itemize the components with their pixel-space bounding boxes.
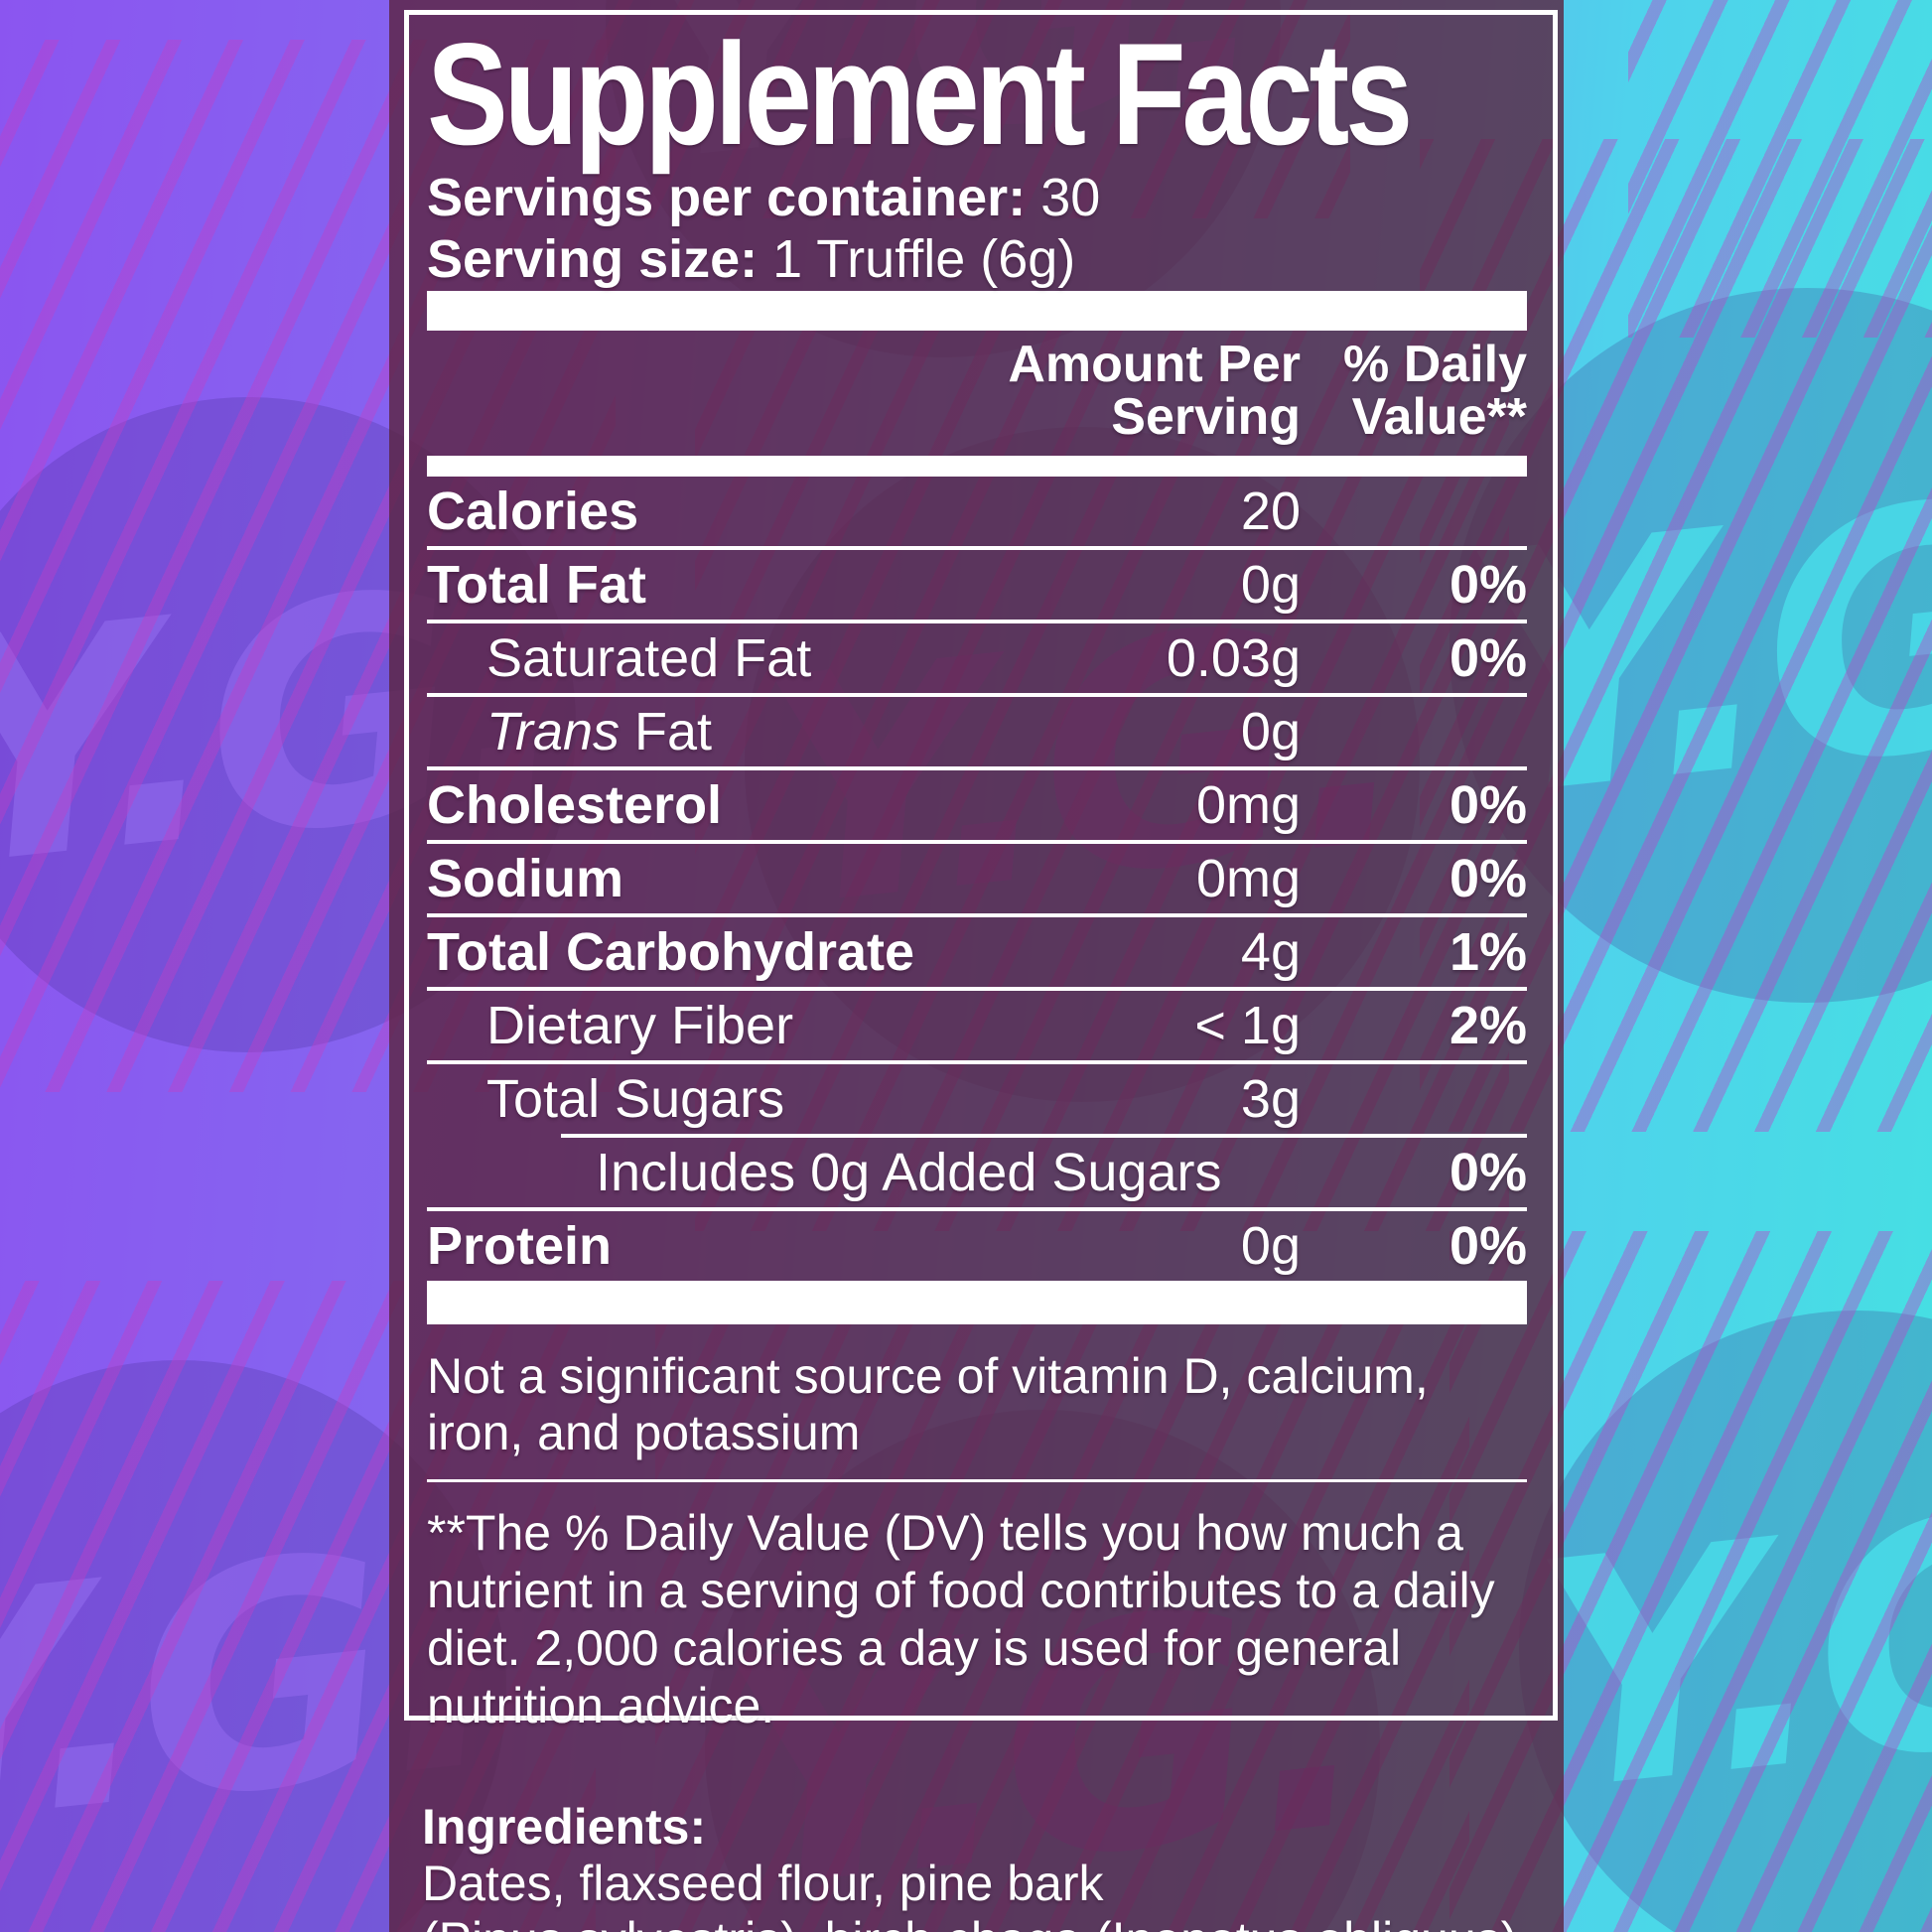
ingredients-section: Ingredients: Dates, flaxseed flour, pine… [422,1742,1532,1932]
stripes-decoration [1628,0,1932,338]
nutrient-amount: 0g [1240,1216,1301,1276]
servings-per-container: Servings per container: 30 [427,167,1527,228]
nutrient-row: Protein 0g 0% [427,1211,1527,1281]
supplement-panel: Supplement Facts Servings per container:… [389,0,1564,1932]
row-divider [427,693,1527,697]
nutrient-row: Saturated Fat 0.03g 0% [427,623,1527,693]
nutrient-row: Includes 0g Added Sugars 0% [427,1138,1527,1207]
nutrient-label: Includes 0g Added Sugars [596,1143,1222,1202]
nutrient-row: Total Carbohydrate 4g 1% [427,917,1527,987]
row-divider [427,766,1527,770]
ingredients-label: Ingredients: [422,1799,707,1855]
nutrient-row: Trans Fat 0g [427,697,1527,766]
row-divider [427,1207,1527,1211]
nutrient-amount: 4g [1240,922,1301,982]
ingredients-text: Dates, flaxseed flour, pine bark (Pinus … [422,1856,1517,1932]
nutrient-daily-value: 0% [1449,849,1527,908]
facts-table: Calories 20 Total Fat 0g 0% Saturated Fat 0.03… [427,477,1527,1281]
nutrient-row: Calories 20 [427,477,1527,546]
nutrient-amount: < 1g [1194,996,1301,1055]
daily-value-footnote: **The % Daily Value (DV) tells you how m… [427,1505,1495,1733]
nutrient-daily-value: 0% [1449,628,1527,688]
row-divider [427,546,1527,550]
nutrient-label: Dietary Fiber [486,996,794,1055]
nutrient-row: Dietary Fiber < 1g 2% [427,991,1527,1060]
separator-bar-thick [427,291,1527,331]
nutrient-label: Trans Fat [486,702,713,761]
facts-border-box: Supplement Facts Servings per container:… [404,10,1558,1733]
nutrient-row: Total Sugars 3g [427,1064,1527,1134]
nutrient-amount: 3g [1240,1069,1301,1129]
nutrient-daily-value: 0% [1449,1143,1527,1202]
nutrient-label: Total Carbohydrate [427,922,915,982]
row-divider [427,1060,1527,1064]
nutrient-label: Total Fat [427,555,646,615]
nutrient-row: Cholesterol 0mg 0% [427,770,1527,840]
servings-label: Servings per container: [427,168,1027,227]
column-header-amount: Amount Per Serving [1008,336,1301,446]
row-divider [427,620,1527,623]
insignificant-source-note: Not a significant source of vitamin D, c… [427,1348,1429,1460]
nutrient-amount: 20 [1240,482,1301,541]
row-divider [427,987,1527,991]
nutrient-amount: 0mg [1195,849,1301,908]
nutrient-amount: 0g [1240,555,1301,615]
serving-size: Serving size: 1 Truffle (6g) [427,228,1527,290]
nutrient-amount: 0.03g [1166,628,1301,688]
nutrient-label: Sodium [427,849,623,908]
nutrient-daily-value: 0% [1449,775,1527,835]
nutrient-daily-value: 0% [1449,1216,1527,1276]
serving-size-value: 1 Truffle (6g) [772,229,1076,289]
column-header-daily-value: % Daily Value** [1343,336,1527,446]
nutrient-label: Total Sugars [486,1069,785,1129]
nutrient-label: Saturated Fat [486,628,812,688]
nutrient-row: Sodium 0mg 0% [427,844,1527,913]
panel-title: Supplement Facts [427,13,1413,175]
nutrient-amount: 0g [1240,702,1301,761]
nutrient-amount: 0mg [1195,775,1301,835]
nutrient-daily-value: 2% [1449,996,1527,1055]
separator-bar-thin [427,456,1527,477]
separator-bar-thick [427,1281,1527,1324]
nutrient-row: Total Fat 0g 0% [427,550,1527,620]
nutrient-label: Cholesterol [427,775,723,835]
serving-size-label: Serving size: [427,229,759,289]
row-divider [427,840,1527,844]
table-column-headers: Amount Per Serving % Daily Value** [427,339,1527,444]
row-divider [427,913,1527,917]
servings-value: 30 [1040,168,1101,227]
nutrient-label: Calories [427,482,639,541]
nutrient-daily-value: 1% [1449,922,1527,982]
nutrient-label: Protein [427,1216,613,1276]
nutrient-daily-value: 0% [1449,555,1527,615]
footnote-divider [427,1479,1527,1482]
row-divider [561,1134,1527,1138]
